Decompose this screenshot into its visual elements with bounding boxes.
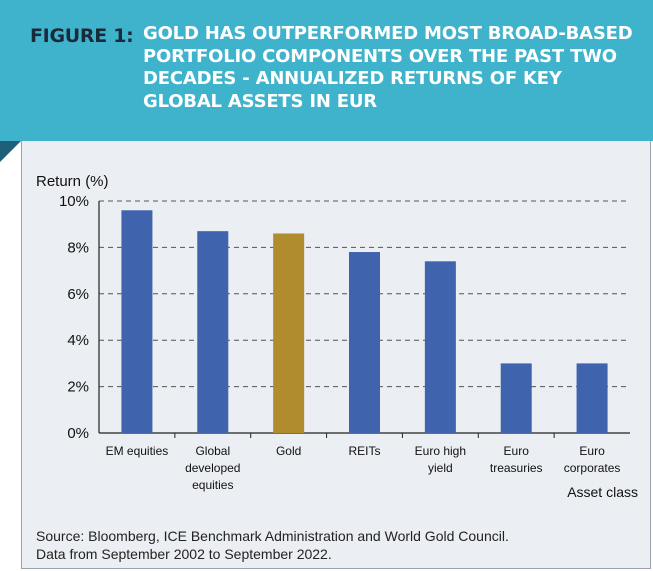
x-tick-label: Gold [276,444,301,458]
y-tick-label: 0% [67,425,89,442]
source-line-1: Source: Bloomberg, ICE Benchmark Adminis… [36,528,509,544]
x-tick-label: EM equities [106,444,169,458]
bar [273,233,305,433]
header-banner: FIGURE 1: GOLD HAS OUTPERFORMED MOST BRO… [0,0,653,141]
x-axis-label: Asset class [567,484,638,500]
bar [576,363,608,433]
bar [424,261,456,433]
y-axis-label: Return (%) [36,173,109,190]
source-line-2: Data from September 2002 to September 20… [36,546,332,562]
figure-label: FIGURE 1: [30,25,134,47]
x-tick-label: Euro high [415,444,466,458]
bar [500,363,532,433]
banner-fold-decoration [0,141,21,162]
bar [349,252,380,433]
x-tick-label: Euro [504,444,530,458]
x-tick-label: Global [195,444,230,458]
chart-panel: Return (%) 0% 2% 4% 6% 8% 10% EM equities Global… [21,141,651,569]
source-note: Source: Bloomberg, ICE Benchmark Adminis… [36,527,636,563]
y-tick-label: 10% [59,193,89,210]
x-tick-label: REITs [348,444,380,458]
y-tick-label: 4% [67,332,89,349]
x-tick-label: equities [192,478,233,492]
x-tick-label: yield [428,461,453,475]
y-tick-label: 6% [67,286,89,303]
bar-chart: Return (%) 0% 2% 4% 6% 8% 10% EM equities Global… [36,173,638,500]
y-tick-label: 2% [67,379,89,396]
x-tick-label: developed [185,461,240,475]
x-tick-label: corporates [564,461,621,475]
y-tick-label: 8% [67,239,89,256]
bar [121,210,153,433]
figure-title: GOLD HAS OUTPERFORMED MOST BROAD-BASED P… [143,23,633,112]
x-tick-label: treasuries [490,461,543,475]
bar [197,231,229,433]
x-tick-label: Euro [579,444,605,458]
